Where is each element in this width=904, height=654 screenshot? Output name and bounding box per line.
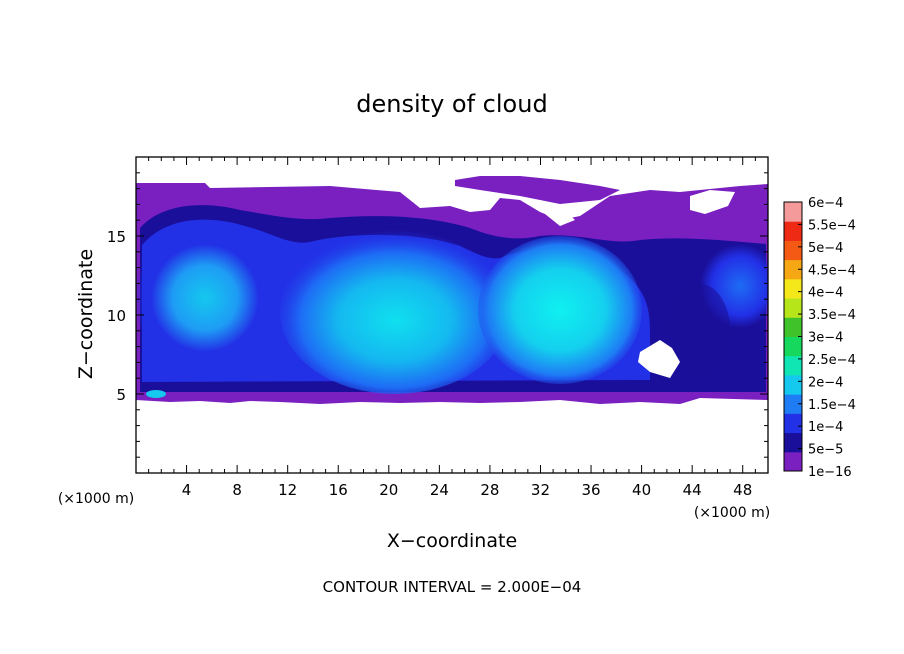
colorbar-label: 6e−4 bbox=[808, 196, 843, 211]
x-tick-label: 44 bbox=[683, 481, 702, 499]
colorbar-swatch bbox=[784, 336, 802, 357]
x-tick-label: 20 bbox=[379, 481, 398, 499]
colorbar-label: 1e−16 bbox=[808, 465, 852, 480]
x-tick-label: 40 bbox=[632, 481, 651, 499]
x-axis-label: X−coordinate bbox=[387, 530, 517, 552]
colorbar-label: 5.5e−4 bbox=[808, 218, 856, 233]
colorbar-label: 2.5e−4 bbox=[808, 353, 856, 368]
colorbar-swatch bbox=[784, 394, 802, 414]
colorbar-swatch bbox=[784, 298, 802, 318]
colorbar-swatch bbox=[784, 240, 802, 261]
colorbar-label: 1e−4 bbox=[808, 420, 843, 435]
x-tick-label: 24 bbox=[430, 481, 449, 499]
colorbar-label: 5e−4 bbox=[808, 241, 843, 256]
colorbar-label: 5e−5 bbox=[808, 443, 843, 458]
x-unit-label: (×1000 m) bbox=[694, 505, 770, 521]
cloud-spot bbox=[146, 390, 166, 398]
colorbar-swatch bbox=[784, 259, 802, 280]
colorbar-swatch bbox=[784, 221, 802, 241]
colorbar-label: 1.5e−4 bbox=[808, 398, 856, 413]
contour-interval-note: CONTOUR INTERVAL = 2.000E−04 bbox=[323, 578, 582, 596]
colorbar-swatch bbox=[784, 432, 802, 453]
colorbar-label: 4.5e−4 bbox=[808, 263, 856, 278]
x-tick-label: 32 bbox=[531, 481, 550, 499]
y-axis-label: Z−coordinate bbox=[75, 249, 97, 379]
colorbar-label: 3.5e−4 bbox=[808, 308, 856, 323]
x-tick-label: 36 bbox=[581, 481, 600, 499]
colorbar-swatch bbox=[784, 278, 802, 299]
colorbar: 1e−16 5e−5 1e−4 1.5e−4 2e−4 2.5e−4 3e−4 3.5e−4 4… bbox=[783, 196, 856, 480]
colorbar-label: 3e−4 bbox=[808, 331, 843, 346]
x-tick-label: 48 bbox=[733, 481, 752, 499]
colorbar-swatch bbox=[784, 374, 802, 395]
y-tick-label: 10 bbox=[107, 307, 126, 325]
heatmap-field bbox=[136, 176, 768, 404]
y-tick-label: 15 bbox=[107, 228, 126, 246]
y-axis-ticks: 5 10 15 bbox=[107, 172, 768, 458]
x-tick-label: 8 bbox=[232, 481, 242, 499]
y-tick-label: 5 bbox=[116, 386, 126, 404]
cloud-cell-3 bbox=[478, 236, 642, 384]
cloud-gap-3 bbox=[690, 190, 735, 214]
cloud-cell-1 bbox=[136, 226, 277, 370]
x-tick-label: 4 bbox=[182, 481, 192, 499]
colorbar-label: 2e−4 bbox=[808, 375, 843, 390]
chart-title: density of cloud bbox=[356, 90, 547, 118]
cloud-gap-1 bbox=[540, 200, 575, 226]
colorbar-swatch bbox=[784, 317, 802, 337]
cloud-cell-5 bbox=[670, 284, 730, 376]
x-axis-ticks: 4 8 12 16 20 24 28 32 36 40 44 48 bbox=[148, 157, 756, 499]
x-tick-label: 12 bbox=[278, 481, 297, 499]
y-unit-label: (×1000 m) bbox=[58, 491, 134, 507]
x-tick-label: 16 bbox=[329, 481, 348, 499]
cloud-patch-upper bbox=[455, 176, 620, 204]
cloud-gap-2 bbox=[638, 340, 680, 378]
colorbar-swatch bbox=[784, 202, 802, 222]
cloud-cell-2 bbox=[280, 230, 510, 394]
colorbar-swatch bbox=[784, 355, 802, 376]
colorbar-label: 4e−4 bbox=[808, 286, 843, 301]
colorbar-swatch bbox=[784, 413, 802, 434]
colorbar-swatch bbox=[784, 451, 802, 472]
x-tick-label: 28 bbox=[480, 481, 499, 499]
